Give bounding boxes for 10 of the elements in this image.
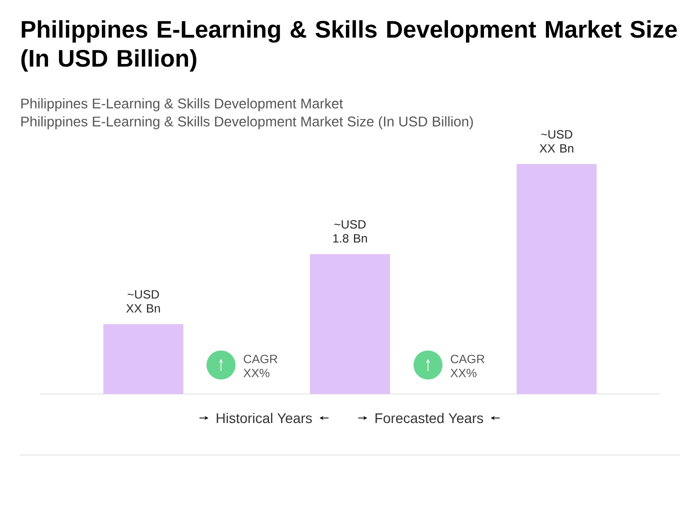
data-label: ~USD XX Bn bbox=[126, 290, 160, 313]
annotation: CAGR XX% bbox=[243, 354, 278, 378]
data-label: ~USD 1.8 Bn bbox=[333, 220, 367, 243]
text: Forecasted Years bbox=[376, 412, 484, 424]
text: Historical Years bbox=[216, 412, 312, 424]
annotation: CAGR XX% bbox=[450, 354, 484, 378]
chart-subtitle: Philippines E-Learning & Skills Development Market bbox=[21, 98, 343, 112]
chart-title: Philippines E-Learning & Skills Development Market Size (In USD Billion) bbox=[21, 20, 677, 72]
text: Philippines E-Learning & Skills Development Market Size (In USD Billion) bbox=[21, 116, 473, 130]
data-label: ~USD XX Bn bbox=[540, 130, 574, 152]
